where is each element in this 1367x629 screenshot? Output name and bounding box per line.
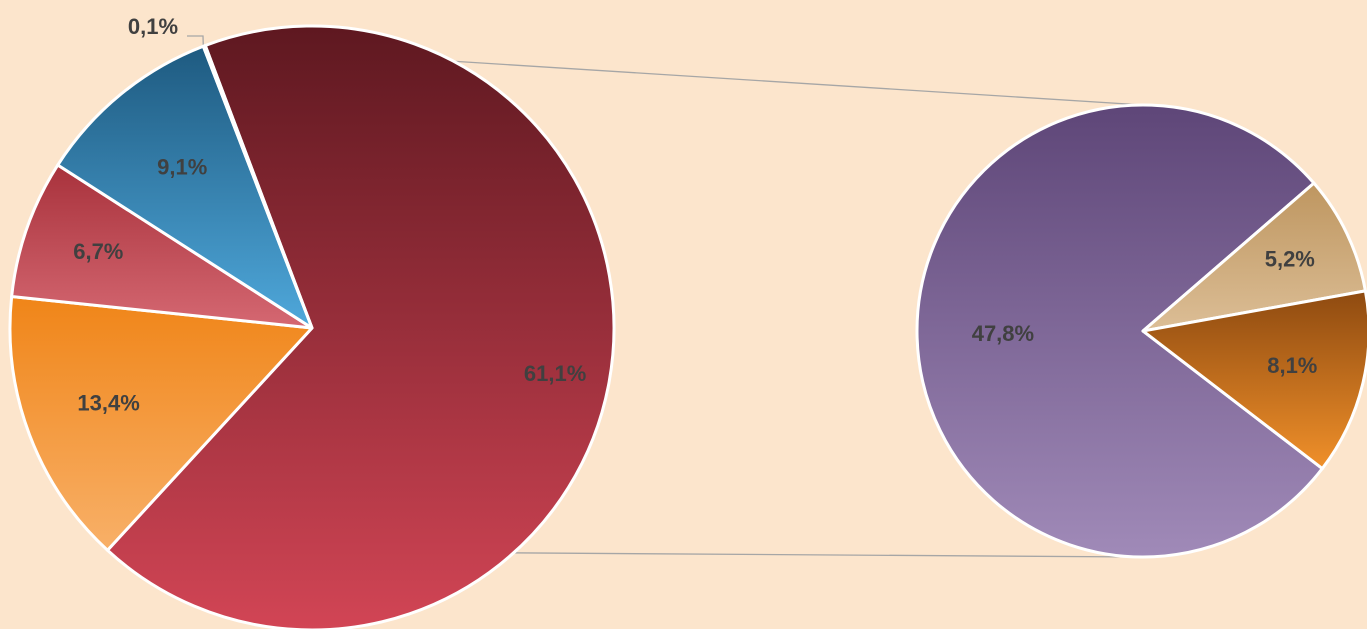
- primary-slice-3: [56, 44, 314, 330]
- primary-label-0: 61,1%: [524, 361, 586, 386]
- secondary-label-0: 47,8%: [972, 321, 1034, 346]
- primary-slice-2: [10, 163, 314, 330]
- primary-slice-1: [8, 295, 314, 552]
- primary-label-1: 13,4%: [77, 391, 139, 416]
- primary-label-2: 6,7%: [73, 239, 123, 264]
- secondary-slice-1: [1141, 181, 1367, 333]
- primary-label-3: 9,1%: [157, 155, 207, 180]
- secondary-slice-2: [1141, 289, 1367, 471]
- secondary-label-1: 5,2%: [1265, 247, 1315, 272]
- primary-label-leader: [187, 35, 204, 47]
- data-labels: 61,1% 13,4% 6,7% 9,1% 0,1% 47,8% 5,2% 8,1%: [73, 14, 1317, 416]
- secondary-pie: [915, 103, 1367, 559]
- primary-label-4: 0,1%: [128, 14, 178, 39]
- secondary-label-2: 8,1%: [1267, 353, 1317, 378]
- secondary-slice-0: [915, 103, 1324, 559]
- primary-slice-4: [201, 44, 314, 330]
- primary-slice-0: [106, 24, 616, 629]
- primary-pie: [8, 24, 616, 629]
